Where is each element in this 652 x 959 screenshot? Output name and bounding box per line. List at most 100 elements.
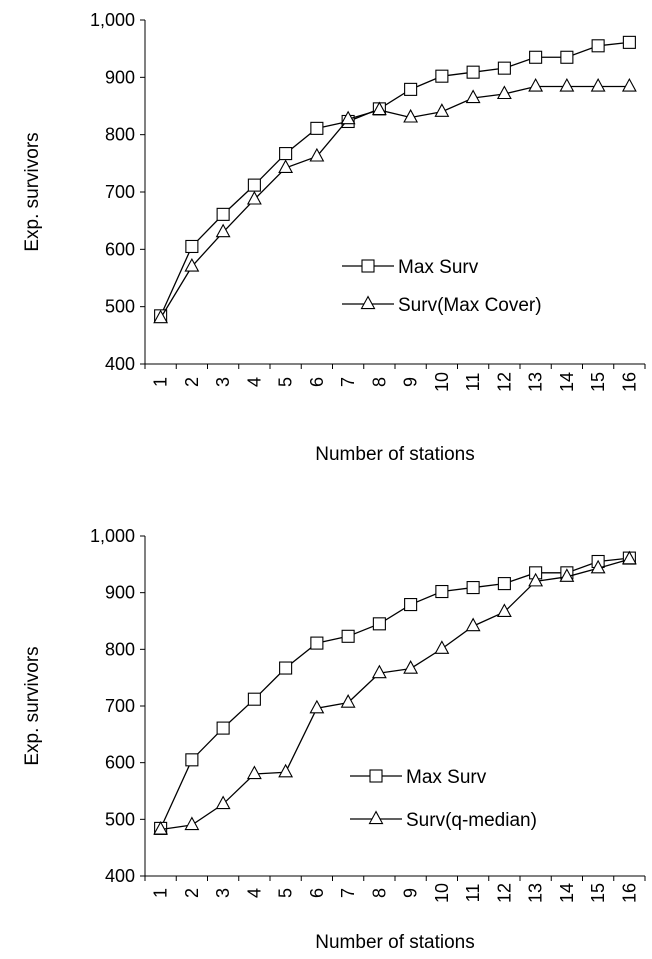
data-point	[622, 35, 636, 49]
data-point	[371, 664, 387, 679]
data-point	[340, 110, 356, 125]
y-tick-label: 1,000	[90, 10, 135, 30]
x-tick-label: 4	[244, 888, 264, 898]
data-point	[340, 694, 356, 708]
x-tick-label: 9	[401, 888, 421, 898]
data-point	[310, 636, 324, 650]
data-point	[184, 816, 200, 831]
legend-label: Max Surv	[406, 767, 487, 788]
x-tick-label: 7	[338, 377, 358, 387]
data-point	[279, 661, 293, 675]
x-tick-label: 7	[338, 888, 358, 898]
y-tick-label: 1,000	[90, 526, 135, 546]
x-tick-label: 2	[182, 888, 202, 898]
data-point	[496, 603, 512, 618]
legend-marker	[368, 810, 384, 825]
data-point	[621, 77, 637, 92]
data-point	[341, 629, 355, 643]
legend-item: Surv(q-median)	[350, 810, 537, 831]
data-point	[279, 147, 293, 161]
data-point	[529, 50, 543, 64]
x-tick-label: 14	[557, 883, 577, 903]
legend: Max Surv Surv(q-median)	[350, 767, 537, 831]
x-tick-label: 10	[432, 372, 452, 392]
data-point	[310, 121, 324, 135]
x-tick-label: 5	[276, 377, 296, 387]
data-point	[434, 640, 450, 654]
legend-label: Surv(Max Cover)	[398, 295, 542, 316]
data-point	[372, 617, 386, 631]
x-tick-label: 5	[276, 888, 296, 898]
data-point	[246, 765, 262, 780]
x-tick-label: 6	[307, 377, 327, 387]
series-line	[160, 558, 630, 831]
data-point	[278, 763, 294, 778]
data-point	[215, 795, 231, 810]
data-point	[496, 85, 512, 100]
data-point	[590, 559, 606, 574]
legend-marker	[360, 295, 376, 310]
data-point	[215, 223, 231, 238]
x-tick-label: 13	[526, 372, 546, 392]
data-point	[466, 65, 480, 79]
y-tick-label: 400	[105, 866, 135, 886]
data-point	[497, 577, 511, 591]
x-tick-label: 14	[557, 372, 577, 392]
series-2	[153, 77, 637, 324]
x-tick-label: 1	[151, 888, 171, 898]
legend-item: Max Surv	[350, 767, 487, 788]
data-point	[590, 77, 606, 92]
data-point	[247, 178, 261, 192]
data-point	[528, 77, 544, 92]
data-point	[246, 190, 262, 205]
x-tick-label: 10	[432, 883, 452, 903]
data-point	[466, 581, 480, 595]
data-point	[560, 50, 574, 64]
data-point	[185, 753, 199, 767]
x-axis-title: Number of stations	[315, 932, 474, 953]
data-point	[185, 239, 199, 254]
x-tick-label: 4	[244, 377, 264, 387]
y-tick-label: 700	[105, 182, 135, 202]
data-point	[591, 39, 605, 53]
x-tick-label: 6	[307, 888, 327, 898]
x-tick-label: 13	[526, 883, 546, 903]
x-tick-label: 11	[463, 373, 483, 392]
data-point	[465, 89, 481, 104]
legend-item: Surv(Max Cover)	[342, 295, 542, 316]
y-axis-title: Exp. survivors	[22, 132, 43, 251]
x-tick-label: 15	[588, 372, 608, 392]
data-point	[247, 692, 261, 706]
x-tick-label: 3	[213, 888, 233, 898]
legend-label: Max Surv	[398, 257, 479, 278]
data-point	[153, 309, 169, 324]
x-tick-label: 16	[619, 883, 639, 903]
x-tick-label: 2	[182, 377, 202, 387]
x-axis-title: Number of stations	[315, 444, 474, 465]
data-point	[216, 721, 230, 735]
x-tick-label: 3	[213, 377, 233, 387]
data-point	[184, 257, 200, 272]
data-point	[216, 207, 230, 221]
x-tick-label: 8	[369, 377, 389, 387]
data-point	[465, 617, 481, 632]
data-point	[403, 660, 419, 674]
x-tick-label: 12	[494, 883, 514, 903]
data-point	[435, 584, 449, 599]
x-tick-label: 16	[619, 372, 639, 392]
data-point	[404, 598, 418, 612]
x-tick-label: 12	[494, 372, 514, 392]
x-tick-label: 11	[463, 884, 483, 903]
series-1	[154, 35, 636, 323]
data-point	[278, 159, 294, 174]
legend-marker	[369, 769, 383, 783]
data-point	[435, 69, 449, 83]
series-line	[160, 557, 630, 829]
y-tick-label: 900	[105, 583, 135, 603]
data-point	[528, 572, 544, 587]
legend-label: Surv(q-median)	[406, 810, 537, 831]
data-point	[404, 82, 418, 96]
